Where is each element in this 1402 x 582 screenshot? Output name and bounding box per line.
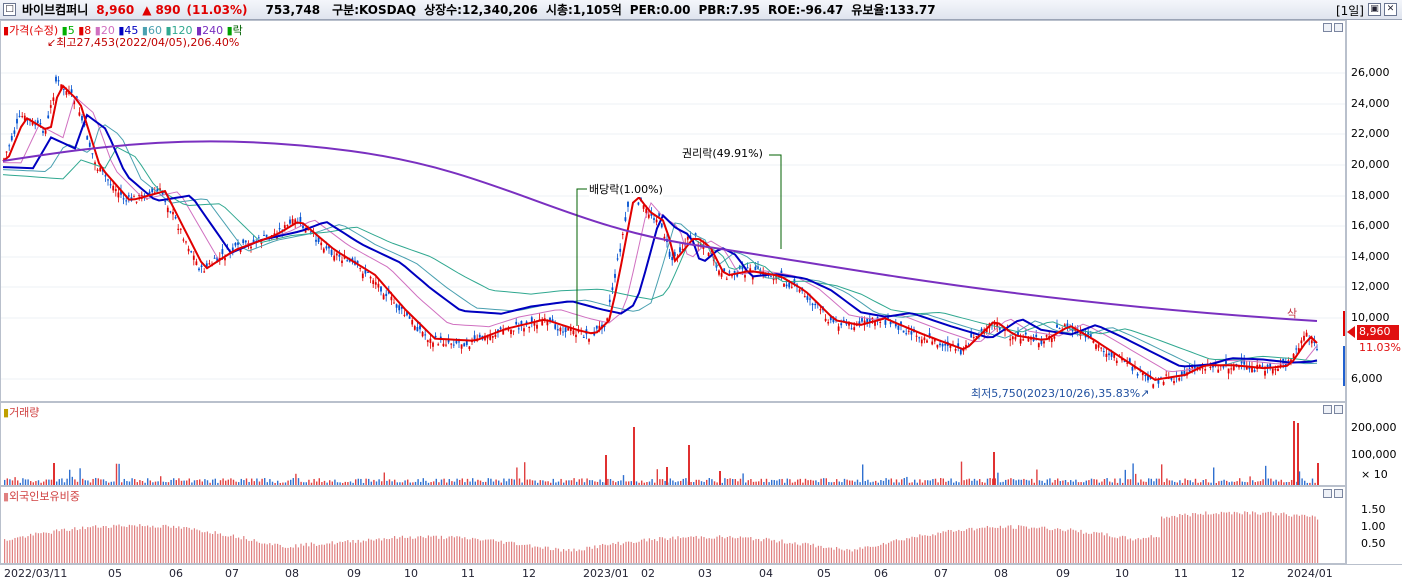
x-tick-label: 07 xyxy=(934,567,948,580)
volume-legend: ▮거래량 xyxy=(3,406,40,419)
price-change-pct: (11.03%) xyxy=(186,2,248,17)
x-tick-label: 2022/03/11 xyxy=(4,567,68,580)
foreign-title: 외국인보유비중 xyxy=(9,490,80,503)
x-tick-label: 03 xyxy=(698,567,712,580)
legend-ma60: 60 xyxy=(147,24,162,37)
x-tick-label: 05 xyxy=(108,567,122,580)
foreign-legend: ▮외국인보유비중 xyxy=(3,490,80,503)
current-price-tag: 8,960 xyxy=(1357,325,1399,340)
low-note-text: 최저5,750(2023/10/26),35.83% xyxy=(971,387,1141,400)
x-tick-label: 07 xyxy=(225,567,239,580)
volume-value: 753,748 xyxy=(265,2,321,17)
y-tick: 14,000 xyxy=(1351,250,1390,263)
y-tick: 20,000 xyxy=(1351,158,1390,171)
y-tick: 1.00 xyxy=(1361,520,1386,533)
rights-note: 권리락(49.91%) xyxy=(682,145,763,161)
x-axis: 2022/03/11 05 06 07 08 09 10 11 12 2023/01 02 03 04 0… xyxy=(0,564,1402,582)
legend-ma20: 20 xyxy=(100,24,115,37)
x-tick-label: 2024/01 xyxy=(1287,567,1333,580)
price-pane: ▮가격(수정) ▮5 ▮8 ▮20 ▮45 ▮60 ▮120 ▮240 ▮락 ↙… xyxy=(0,20,1346,402)
event-marker: 삭 xyxy=(1287,307,1298,320)
high-note: ↙최고27,453(2022/04/05),206.40% xyxy=(47,34,239,50)
pane-settings-icon[interactable] xyxy=(1323,489,1332,498)
price-chart xyxy=(1,72,1345,389)
x-tick-label: 09 xyxy=(347,567,361,580)
legend-ma8: 8 xyxy=(84,24,92,37)
pbr-value: PBR:7.95 xyxy=(698,2,761,17)
y-tick: 18,000 xyxy=(1351,189,1390,202)
x-tick-label: 08 xyxy=(994,567,1008,580)
y-tick: 12,000 xyxy=(1351,280,1390,293)
volume-title: 거래량 xyxy=(9,406,40,419)
pane-close-icon[interactable] xyxy=(1334,489,1343,498)
x-tick-label: 04 xyxy=(759,567,773,580)
y-tick: 26,000 xyxy=(1351,66,1390,79)
y-tick: 22,000 xyxy=(1351,127,1390,140)
price-legend: ▮가격(수정) ▮5 ▮8 ▮20 ▮45 ▮60 ▮120 ▮240 ▮락 xyxy=(3,24,243,37)
price-change: 890 xyxy=(155,2,181,17)
price-pointer-icon xyxy=(1347,326,1355,338)
listed-shares: 상장수:12,340,206 xyxy=(424,3,538,17)
legend-ma45: 45 xyxy=(124,24,139,37)
legend-ma120: 120 xyxy=(171,24,193,37)
roe-value: ROE:-96.47 xyxy=(768,2,844,17)
x-tick-label: 10 xyxy=(1115,567,1129,580)
y-tick: 16,000 xyxy=(1351,219,1390,232)
dividend-note: 배당락(1.00%) xyxy=(589,181,663,197)
legend-ma240: 240 xyxy=(202,24,224,37)
y-tick-unit: × 10 xyxy=(1361,468,1388,481)
volume-axis: 200,000 100,000 × 10 xyxy=(1346,402,1402,486)
legend-price: 가격(수정) xyxy=(9,24,59,37)
y-tick: 0.50 xyxy=(1361,537,1386,550)
arrow-icon: ↗ xyxy=(1140,387,1150,400)
x-tick-label: 05 xyxy=(817,567,831,580)
current-price: 8,960 xyxy=(96,2,135,17)
pane-settings-icon[interactable] xyxy=(1323,23,1332,32)
period-button[interactable]: [1일] xyxy=(1335,4,1364,18)
volume-chart xyxy=(4,421,1319,485)
pane-settings-icon[interactable] xyxy=(1323,405,1332,414)
volume-pane: ▮거래량 xyxy=(0,402,1346,486)
per-value: PER:0.00 xyxy=(629,2,691,17)
stock-icon[interactable]: □ xyxy=(3,3,16,16)
current-pct-tag: 11.03% xyxy=(1359,341,1401,354)
x-tick-label: 06 xyxy=(874,567,888,580)
foreign-pane: ▮외국인보유비중 xyxy=(0,486,1346,564)
x-tick-label: 11 xyxy=(1174,567,1188,580)
foreign-axis: 1.50 1.00 0.50 xyxy=(1346,486,1402,564)
x-tick-label: 2023/01 xyxy=(583,567,629,580)
market-cap: 시총:1,105억 xyxy=(545,3,622,17)
x-tick-label: 02 xyxy=(641,567,655,580)
up-arrow-icon: ▲ xyxy=(142,2,152,17)
low-note: 최저5,750(2023/10/26),35.83%↗ xyxy=(971,385,1149,401)
stock-name: 바이브컴퍼니 xyxy=(22,3,89,17)
high-note-text: 최고27,453(2022/04/05),206.40% xyxy=(56,36,240,49)
x-tick-label: 08 xyxy=(285,567,299,580)
legend-ex-rights: 락 xyxy=(232,24,243,37)
x-tick-label: 12 xyxy=(522,567,536,580)
y-tick: 24,000 xyxy=(1351,97,1390,110)
foreign-chart xyxy=(4,511,1319,563)
x-tick-label: 12 xyxy=(1231,567,1245,580)
market-type: 구분:KOSDAQ xyxy=(332,3,417,17)
legend-ma5: 5 xyxy=(67,24,75,37)
y-tick: 100,000 xyxy=(1351,448,1397,461)
x-tick-label: 11 xyxy=(461,567,475,580)
y-tick: 6,000 xyxy=(1351,372,1383,385)
pane-close-icon[interactable] xyxy=(1334,23,1343,32)
y-tick: 10,000 xyxy=(1351,311,1390,324)
x-tick-label: 09 xyxy=(1056,567,1070,580)
y-tick: 1.50 xyxy=(1361,503,1386,516)
price-axis: 26,000 24,000 22,000 20,000 18,000 16,00… xyxy=(1346,20,1402,402)
title-bar: □ 바이브컴퍼니 8,960 ▲ 890 (11.03%) 753,748 구분… xyxy=(0,0,1402,20)
pane-close-icon[interactable] xyxy=(1334,405,1343,414)
x-tick-label: 10 xyxy=(404,567,418,580)
reserve-ratio: 유보율:133.77 xyxy=(851,3,936,17)
maximize-icon[interactable]: ▣ xyxy=(1368,3,1381,16)
close-icon[interactable]: ✕ xyxy=(1384,3,1397,16)
arrow-icon: ↙ xyxy=(47,36,57,49)
y-tick: 200,000 xyxy=(1351,421,1397,434)
x-tick-label: 06 xyxy=(169,567,183,580)
